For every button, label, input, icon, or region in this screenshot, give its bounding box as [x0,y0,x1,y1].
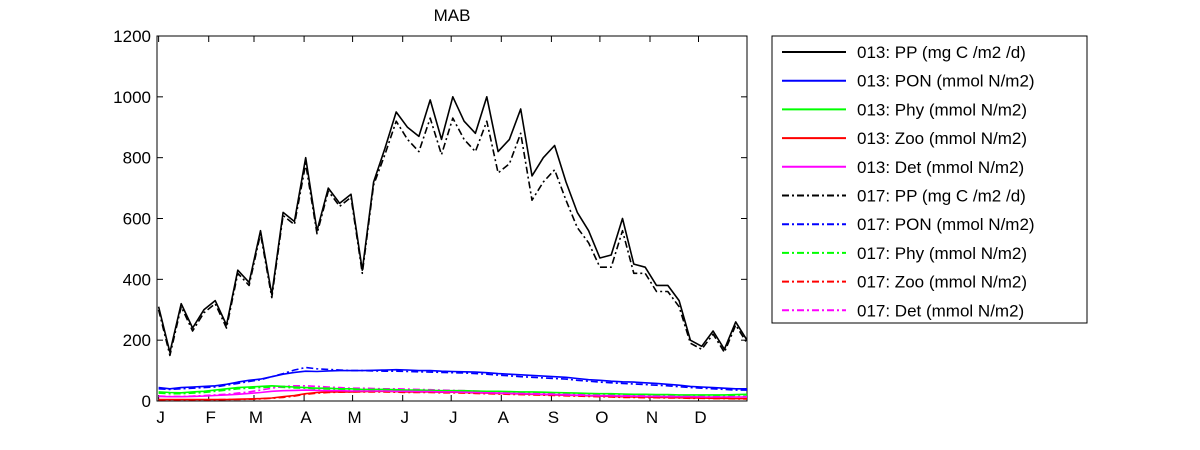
series-line [157,96,747,354]
y-tick-label: 1200 [113,27,151,46]
y-tick-label: 800 [123,149,151,168]
chart-title: MAB [434,6,471,25]
x-tick-label: O [595,408,608,427]
series-line [158,389,747,398]
legend-label: 013: PP (mg C /m2 /d) [857,43,1026,62]
series-line [158,366,747,391]
legend-label: 013: Phy (mmol N/m2) [857,100,1027,119]
series-line [157,117,747,357]
legend-label: 013: Zoo (mmol N/m2) [857,129,1027,148]
y-tick-label: 400 [123,270,151,289]
legend: 013: PP (mg C /m2 /d) 013: PON (mmol N/m2… [771,35,1088,324]
x-tick-label: D [694,408,706,427]
legend-label: 013: Det (mmol N/m2) [857,158,1024,177]
legend-label: 017: Phy (mmol N/m2) [857,244,1027,263]
legend-label: 017: Zoo (mmol N/m2) [857,273,1027,292]
y-tick-label: 200 [123,331,151,350]
y-tick-label: 0 [142,392,151,411]
x-tick-label: F [206,408,216,427]
y-tick-label: 600 [123,210,151,229]
x-tick-label: A [300,408,312,427]
series-lines [157,96,747,401]
x-tick-label: J [156,408,165,427]
x-tick-label: M [348,408,362,427]
legend-label: 017: Det (mmol N/m2) [857,301,1024,320]
x-tick-label: J [449,408,458,427]
plot-area [156,35,748,402]
legend-box [771,35,1088,324]
x-tick-label: J [400,408,409,427]
x-tick-label: N [646,408,658,427]
y-axis: 0 200 400 600 800 1000 1200 [113,27,747,411]
x-tick-label: S [548,408,559,427]
series-line [158,384,747,396]
legend-label: 017: PON (mmol N/m2) [857,215,1035,234]
series-line [158,368,747,390]
legend-label: 013: PON (mmol N/m2) [857,72,1035,91]
legend-label: 017: PP (mg C /m2 /d) [857,187,1026,206]
y-tick-label: 1000 [113,88,151,107]
x-tick-label: M [249,408,263,427]
x-tick-label: A [498,408,510,427]
